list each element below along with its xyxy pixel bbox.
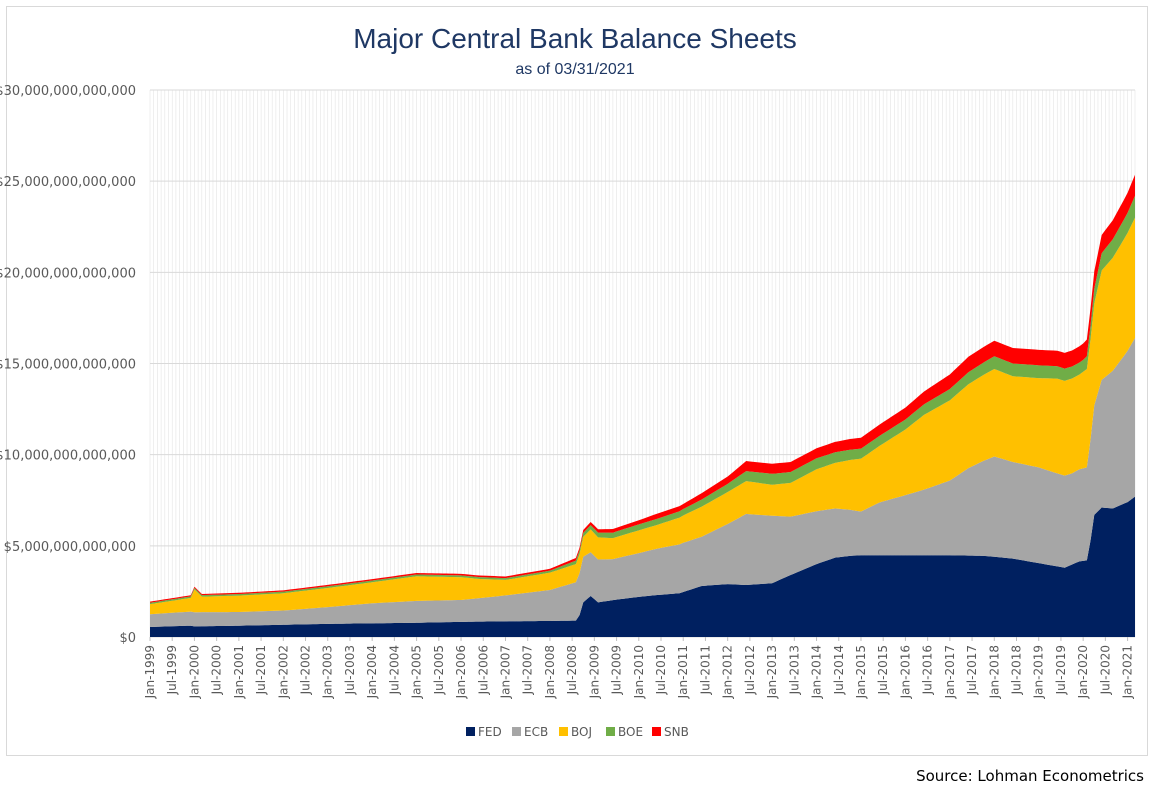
x-tick-label: Jul-2020 [1098,645,1112,695]
area-ecb [150,337,1135,627]
x-tick-label: Jan-2015 [854,645,868,699]
x-tick-label: Jan-2012 [721,645,735,699]
x-tick-label: Jan-2019 [1032,645,1046,699]
legend-swatch-boj [559,727,568,736]
legend-label-snb: SNB [664,725,689,739]
x-tick-label: Jan-2005 [410,645,424,699]
x-tick-label: Jul-2019 [1054,645,1068,695]
area-snb [150,174,1135,603]
x-tick-label: Jul-2017 [965,645,979,695]
legend-swatch-ecb [512,727,521,736]
x-tick-label: Jul-2000 [210,645,224,695]
y-tick-label: $5,000,000,000,000 [4,540,136,555]
x-tick-label: Jan-2020 [1076,645,1090,699]
x-tick-label: Jan-2021 [1121,645,1135,699]
legend-swatch-boe [606,727,615,736]
x-tick-label: Jul-2014 [832,645,846,695]
legend-label-ecb: ECB [524,725,548,739]
y-tick-label: $15,000,000,000,000 [0,358,136,373]
x-tick-label: Jan-2001 [232,645,246,699]
x-tick-label: Jan-2003 [321,645,335,699]
x-tick-label: Jul-2001 [254,645,268,695]
x-tick-label: Jul-2018 [1010,645,1024,695]
legend-swatch-fed [466,727,475,736]
x-tick-label: Jul-2013 [787,645,801,695]
legend-label-boe: BOE [618,725,643,739]
legend-label-boj: BOJ [571,725,592,739]
area-fed [150,496,1135,637]
x-tick-label: Jan-2014 [810,645,824,699]
x-tick-label: Jan-2018 [987,645,1001,699]
x-tick-label: Jul-2009 [610,645,624,695]
x-tick-label: Jul-2004 [387,645,401,695]
x-tick-label: Jan-2008 [543,645,557,699]
x-tick-label: Jul-1999 [165,645,179,695]
x-tick-label: Jan-2000 [187,645,201,699]
x-tick-label: Jan-1999 [143,645,157,699]
chart-title: Major Central Bank Balance Sheets [353,23,797,54]
x-tick-label: Jan-2013 [765,645,779,699]
x-tick-label: Jan-2007 [498,645,512,699]
x-tick-label: Jul-2010 [654,645,668,695]
x-tick-label: Jul-2011 [698,645,712,695]
source-note: Source: Lohman Econometrics [916,767,1144,785]
x-tick-label: Jan-2010 [632,645,646,699]
x-tick-label: Jan-2002 [276,645,290,699]
chart-subtitle: as of 03/31/2021 [515,61,634,78]
y-tick-label: $25,000,000,000,000 [0,175,136,190]
x-tick-label: Jul-2016 [921,645,935,695]
x-tick-label: Jan-2009 [587,645,601,699]
x-tick-label: Jul-2007 [521,645,535,695]
legend-swatch-snb [652,727,661,736]
x-tick-label: Jan-2017 [943,645,957,699]
x-tick-label: Jan-2006 [454,645,468,699]
x-tick-label: Jan-2016 [898,645,912,699]
y-tick-label: $10,000,000,000,000 [0,449,136,464]
x-tick-label: Jul-2005 [432,645,446,695]
area-boe [150,195,1135,605]
legend-label-fed: FED [478,725,502,739]
x-tick-label: Jul-2012 [743,645,757,695]
area-boj [150,217,1135,615]
y-tick-label: $20,000,000,000,000 [0,266,136,281]
x-tick-label: Jul-2003 [343,645,357,695]
x-tick-label: Jul-2015 [876,645,890,695]
y-tick-label: $0 [119,631,136,646]
x-tick-label: Jan-2004 [365,645,379,699]
x-tick-label: Jan-2011 [676,645,690,699]
x-tick-label: Jul-2002 [299,645,313,695]
x-tick-label: Jul-2006 [476,645,490,695]
x-tick-label: Jul-2008 [565,645,579,695]
y-tick-label: $30,000,000,000,000 [0,84,136,99]
